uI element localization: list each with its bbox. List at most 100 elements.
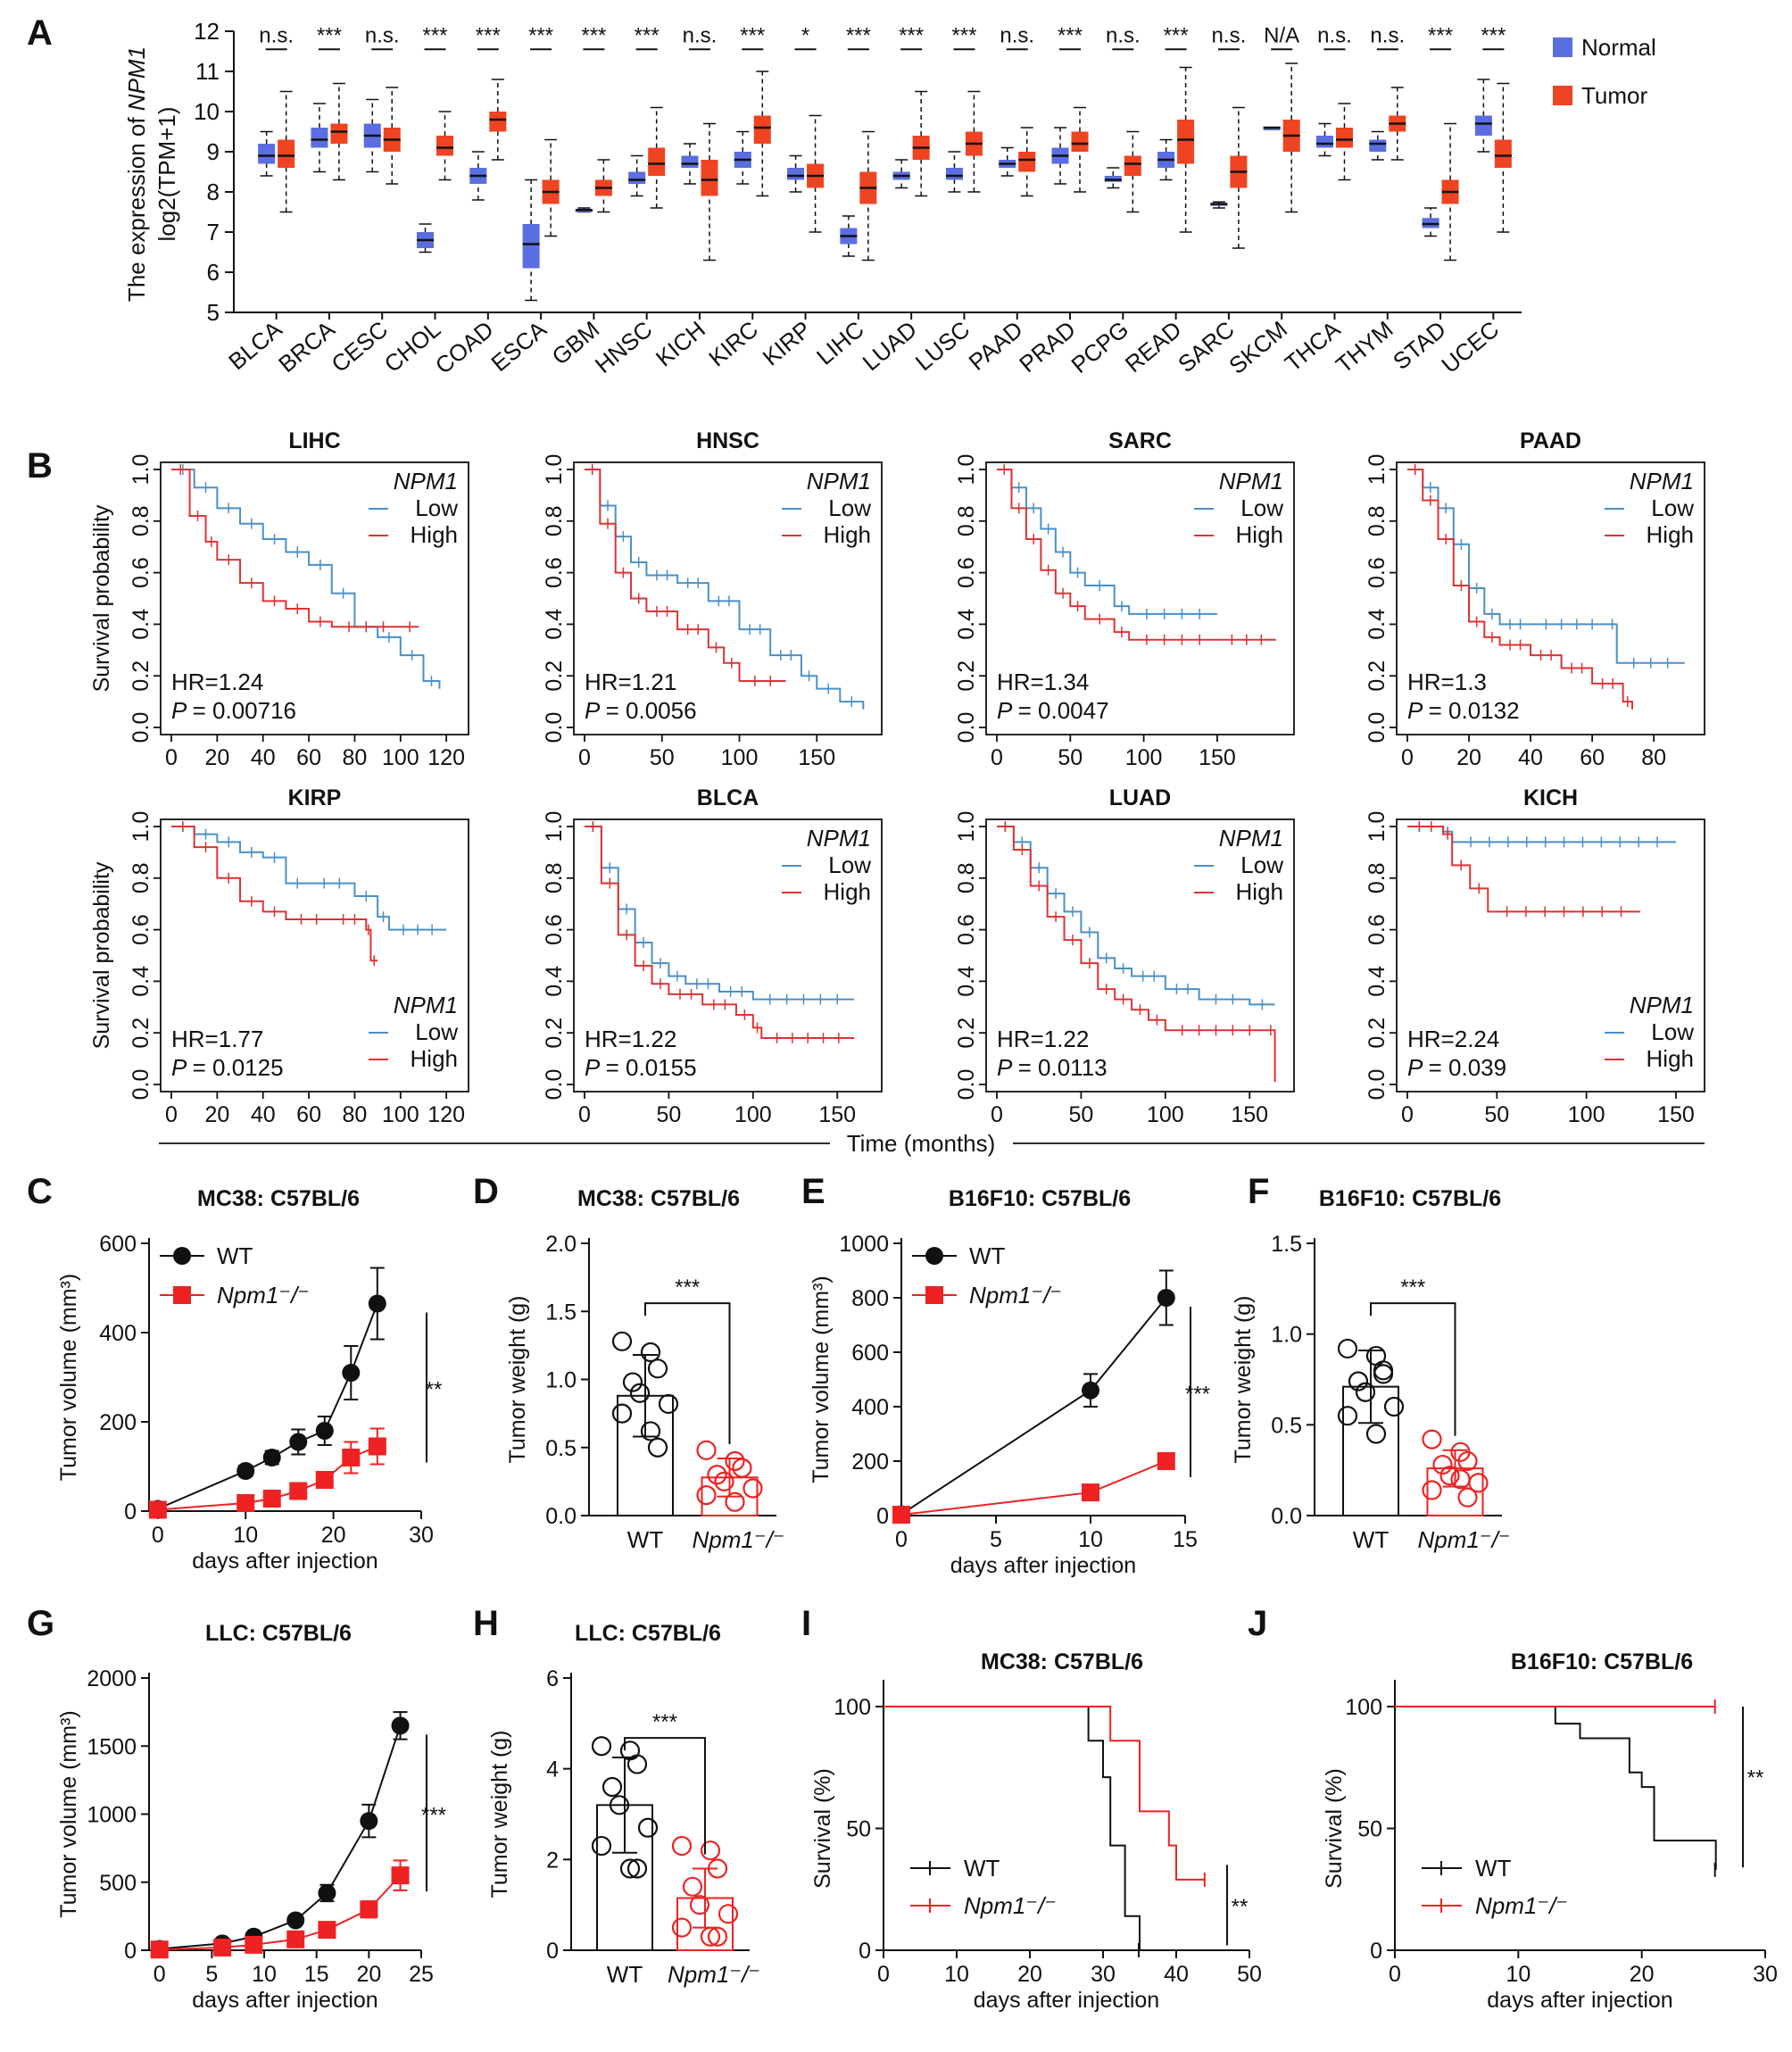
y-tick-label: 0 [859, 1939, 871, 1964]
y-tick-label-b: 0.6 [129, 557, 153, 588]
panel-label-i: I [801, 1604, 811, 1643]
data-dot-npm1 [1457, 1487, 1478, 1508]
data-point-npm1 [213, 1938, 232, 1956]
data-point-wt [368, 1294, 386, 1313]
p-symbol: P [997, 697, 1018, 724]
y-axis-label: Tumor volume (mm³) [56, 1710, 81, 1917]
y-axis-label-a: The expression of NPM1 [123, 46, 150, 302]
y-tick-label: 1000 [839, 1232, 889, 1257]
tumor-box [753, 115, 771, 144]
tumor-box [1124, 155, 1141, 176]
tumor-box [489, 112, 507, 132]
data-point-wt [1082, 1381, 1099, 1400]
x-tick-label: 30 [1091, 1962, 1116, 1987]
y-tick-label: 600 [99, 1232, 137, 1257]
significance-bracket [644, 1302, 731, 1444]
y-label-text: The expression of [123, 111, 150, 302]
x-tick-label-b: 120 [427, 1102, 465, 1127]
y-tick-label-b: 0.0 [542, 1069, 567, 1101]
y-tick-label-b: 0.6 [542, 914, 567, 945]
x-tick-label-b: 50 [650, 745, 675, 770]
series-line-wt [900, 1297, 1167, 1516]
p-symbol: P [585, 697, 606, 724]
x-tick-label-b: 80 [343, 745, 368, 770]
y-tick-label: 0 [1370, 1939, 1382, 1964]
chart-title-D: MC38: C57BL/6 [577, 1186, 740, 1211]
y-tick-label: 0.5 [545, 1436, 577, 1461]
legend-marker-npm1 [173, 1286, 191, 1304]
y-label-gene: NPM1 [123, 46, 150, 111]
significance-label: *** [1400, 1275, 1425, 1300]
y-tick-label: 1.0 [1271, 1323, 1302, 1348]
data-dot-wt [647, 1437, 668, 1458]
y-tick-label: 1000 [87, 1803, 137, 1828]
y-axis-label: Survival (%) [1322, 1768, 1347, 1889]
km-frame [573, 818, 883, 1092]
x-tick-label-a: LUAD [858, 316, 922, 377]
legend-label-npm1: Npm1⁻/⁻ [1475, 1892, 1568, 1919]
y-tick-label-b: 1.0 [129, 811, 153, 843]
y-axis-label: Tumor volume (mm³) [56, 1274, 81, 1481]
hazard-ratio: HR=1.24 [171, 669, 263, 695]
legend-title-b: NPM1 [1630, 992, 1694, 1018]
data-point-npm1 [1082, 1483, 1099, 1502]
x-tick-label-b: 150 [1199, 745, 1236, 770]
y-axis-label-b: Survival probability [89, 861, 114, 1049]
tumor-box [1494, 139, 1512, 168]
tumor-box [701, 160, 718, 196]
legend-label-low: Low [1240, 494, 1283, 521]
x-tick-label-b: 50 [657, 1102, 682, 1127]
legend-label-npm1: Npm1⁻/⁻ [969, 1282, 1062, 1308]
panel-label-f: F [1248, 1172, 1269, 1211]
x-tick-label-a: CESC [326, 316, 393, 378]
x-tick-label-a: READ [1120, 316, 1187, 378]
legend-label-wt: WT [217, 1242, 253, 1269]
y-tick-label-b: 0.0 [129, 712, 153, 744]
p-value: P = 0.0047 [997, 697, 1109, 724]
y-axis-label: Tumor weight (g) [1231, 1295, 1256, 1463]
km-high-curve [585, 469, 786, 682]
significance-label: n.s. [1317, 24, 1352, 48]
data-dot-npm1 [732, 1458, 752, 1478]
y-tick-label-b: 0.0 [129, 1069, 153, 1101]
data-dot-wt [1383, 1396, 1405, 1417]
x-axis-label: days after injection [192, 1988, 377, 2013]
y-tick-label: 50 [846, 1817, 871, 1842]
y-tick-label: 2 [546, 1848, 559, 1873]
x-tick-label-b: 40 [1518, 745, 1543, 770]
x-tick-label-b: 100 [734, 1102, 772, 1127]
legend-label-low: Low [828, 494, 871, 521]
km-frame [985, 818, 1295, 1092]
x-tick-label-b: 40 [251, 745, 276, 770]
data-dot-wt [640, 1342, 661, 1363]
x-tick-label: 0 [877, 1962, 890, 1987]
data-point-npm1 [318, 1921, 336, 1940]
y-tick-label-b: 0.8 [954, 505, 979, 536]
x-tick-label-b: 100 [1125, 745, 1163, 770]
x-tick-label: 10 [1078, 1527, 1103, 1552]
x-tick-label-b: 20 [1456, 745, 1481, 770]
chart-title-H: LLC: C57BL/6 [575, 1621, 721, 1646]
significance-label: *** [1428, 24, 1453, 48]
legend-title-b: NPM1 [394, 468, 458, 494]
y-tick-label-b: 0.2 [954, 660, 979, 692]
x-tick-label-b: 100 [1147, 1102, 1184, 1127]
x-tick-label: 10 [252, 1962, 277, 1987]
legend-marker-npm1 [925, 1286, 943, 1304]
chart-title-C: MC38: C57BL/6 [197, 1186, 360, 1211]
km-frame [1396, 461, 1705, 735]
x-tick-label: 5 [990, 1527, 1002, 1552]
data-point-wt [391, 1716, 410, 1735]
y-tick-label-b: 1.0 [1365, 811, 1390, 843]
y-tick-label-a: 7 [207, 219, 220, 245]
km-low-curve [585, 826, 855, 1001]
x-category-npm1: Npm1⁻/⁻ [1417, 1526, 1510, 1553]
significance-label: *** [423, 24, 448, 48]
y-axis-label-b: Survival probability [89, 504, 114, 692]
x-tick-label-a: LIHC [811, 316, 869, 370]
p-value-text: = 0.0056 [606, 697, 697, 724]
x-tick-label-a: KICH [651, 316, 710, 372]
legend-label-high: High [1647, 521, 1694, 548]
data-dot-wt [622, 1372, 643, 1392]
y-tick-label-b: 0.4 [954, 609, 979, 640]
